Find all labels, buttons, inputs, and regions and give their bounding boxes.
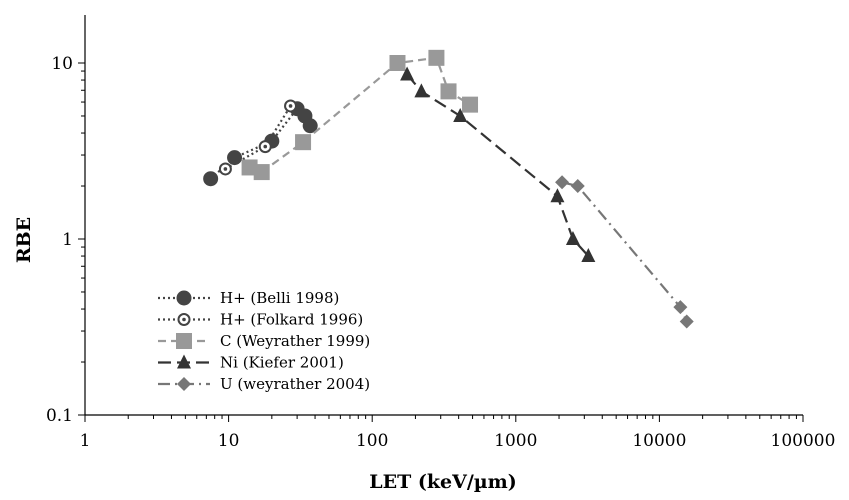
y-tick-label: 1 [62,230,73,250]
legend-label: C (Weyrather 1999) [220,332,370,350]
marker-dot [288,104,293,108]
legend-entry: H+ (Belli 1998) [158,289,339,307]
x-tick-label: 10 [218,431,240,451]
data-point [679,314,694,329]
data-point [295,134,312,151]
legend-marker [177,377,191,391]
data-point [227,150,243,166]
x-tick-label: 10000 [632,431,686,451]
data-point [414,83,429,98]
legend-label: H+ (Belli 1998) [220,289,339,307]
legend-label: H+ (Folkard 1996) [220,311,363,329]
legend-label: U (weyrather 2004) [220,375,370,393]
series-line [249,56,471,174]
x-axis-title: LET (keV/µm) [369,471,517,493]
legend-entry: C (Weyrather 1999) [158,332,370,350]
data-point [253,164,270,181]
data-point [218,162,232,176]
data-point [302,118,318,134]
legend-marker [177,354,191,369]
data-point [203,171,219,187]
y-axis-title: RBE [13,217,35,263]
x-tick-label: 100000 [771,431,836,451]
legend-entry: H+ (Folkard 1996) [158,311,363,329]
legend-entry: Ni (Kiefer 2001) [158,354,344,372]
legend-marker [176,333,192,349]
data-point [555,175,570,190]
series-3 [400,66,596,263]
data-point [389,55,406,71]
legend-label: Ni (Kiefer 2001) [220,354,344,372]
data-point [428,49,445,66]
legend-marker [176,290,192,306]
data-point [258,140,272,154]
axes: 1 10 100 1000 10000 100000 0.1 1 10 [46,15,836,451]
data-point [400,66,415,81]
marker-dot [223,167,228,171]
data-point [581,248,596,263]
series-4 [555,175,694,329]
data-point [440,83,457,100]
marker-dot [263,144,268,149]
data-point [550,188,565,203]
x-tick-label: 1000 [494,431,537,451]
legend-marker [177,313,191,326]
y-tick-label: 0.1 [46,406,73,426]
x-tick-label: 100 [356,431,388,451]
series-2 [241,49,479,181]
legend: H+ (Belli 1998) H+ (Folkard 1996) C (Weyra… [158,289,370,393]
data-point [241,159,258,176]
series-line [406,73,590,257]
data-point [565,231,580,245]
data-point [673,300,688,315]
marker-dot [182,317,186,322]
series-line [561,181,688,322]
legend-entry: U (weyrather 2004) [158,375,370,393]
x-tick-label: 1 [80,431,91,451]
series-1 [218,99,298,176]
plot-area [203,49,694,329]
data-point [453,107,468,122]
data-point [284,99,298,113]
data-point [570,179,585,194]
data-point [462,96,479,113]
y-tick-label: 10 [51,54,73,74]
